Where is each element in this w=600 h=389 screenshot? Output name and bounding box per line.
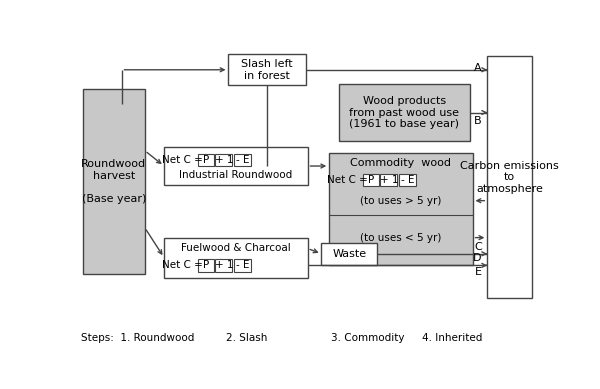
Text: P: P (368, 175, 374, 185)
Text: (to uses < 5 yr): (to uses < 5 yr) (360, 233, 442, 243)
Bar (83, 89, 145, 274)
Text: Waste: Waste (332, 249, 367, 259)
Bar (198, 259, 214, 272)
Text: Slash left
in forest: Slash left in forest (241, 59, 293, 81)
Text: 3. Commodity: 3. Commodity (331, 333, 404, 343)
Text: D: D (473, 253, 482, 263)
Text: 4. Inherited: 4. Inherited (422, 333, 482, 343)
Text: + 1: + 1 (380, 175, 398, 185)
Text: B: B (474, 116, 482, 126)
Bar (164, 147, 308, 185)
Bar (234, 154, 251, 166)
Text: P: P (203, 260, 209, 270)
Text: - E: - E (236, 260, 249, 270)
Text: Roundwood
harvest

(Base year): Roundwood harvest (Base year) (81, 159, 146, 204)
Text: 2. Slash: 2. Slash (226, 333, 268, 343)
Bar (234, 259, 251, 272)
Text: + 1: + 1 (215, 260, 233, 270)
Bar (215, 154, 232, 166)
Bar (329, 153, 473, 265)
Text: Net C =: Net C = (162, 155, 203, 165)
Text: Fuelwood & Charcoal: Fuelwood & Charcoal (181, 244, 290, 253)
Text: + 1: + 1 (215, 155, 233, 165)
Text: Commodity  wood: Commodity wood (350, 158, 451, 168)
Text: P: P (203, 155, 209, 165)
Bar (322, 243, 377, 265)
Text: Carbon emissions
to
atmosphere: Carbon emissions to atmosphere (460, 161, 559, 194)
Text: Wood products
from past wood use
(1961 to base year): Wood products from past wood use (1961 t… (349, 96, 460, 129)
Text: (to uses > 5 yr): (to uses > 5 yr) (360, 196, 442, 206)
Text: Steps:  1. Roundwood: Steps: 1. Roundwood (81, 333, 194, 343)
Bar (364, 174, 379, 186)
Text: Net C =: Net C = (162, 260, 203, 270)
Bar (399, 174, 416, 186)
Bar (215, 259, 232, 272)
Text: Net C =: Net C = (328, 175, 368, 185)
Bar (338, 84, 470, 141)
Text: C: C (474, 242, 482, 252)
Bar (198, 154, 214, 166)
Bar (164, 238, 308, 278)
Text: E: E (475, 266, 482, 277)
Bar (229, 54, 306, 85)
Text: A: A (474, 63, 482, 73)
Text: - E: - E (401, 175, 414, 185)
Bar (487, 56, 532, 298)
Text: Industrial Roundwood: Industrial Roundwood (179, 170, 292, 179)
Bar (380, 174, 397, 186)
Text: - E: - E (236, 155, 249, 165)
